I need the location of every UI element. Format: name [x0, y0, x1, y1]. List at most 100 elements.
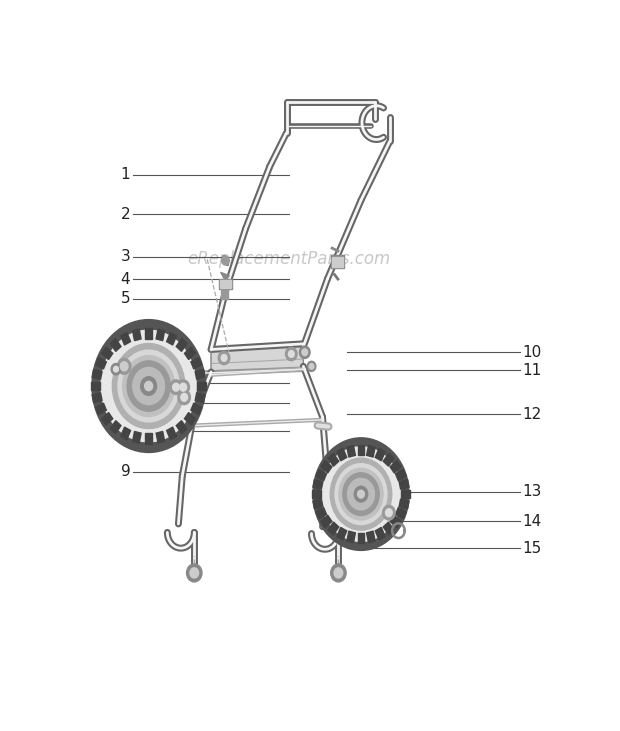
Bar [191, 403, 202, 414]
Circle shape [92, 319, 205, 452]
Text: 10: 10 [522, 345, 541, 360]
Bar [347, 531, 355, 542]
Bar [167, 427, 177, 439]
Polygon shape [221, 273, 229, 280]
Bar [133, 329, 141, 341]
Bar [91, 382, 100, 390]
Text: 15: 15 [522, 541, 541, 556]
Text: 13: 13 [522, 485, 541, 499]
Text: 2: 2 [121, 207, 130, 222]
Bar [337, 527, 347, 540]
Circle shape [117, 358, 131, 374]
Circle shape [178, 390, 190, 405]
Bar [95, 357, 107, 369]
Bar [331, 255, 343, 268]
Circle shape [218, 351, 230, 365]
Text: 12: 12 [522, 406, 541, 422]
Circle shape [330, 564, 346, 582]
Bar [313, 499, 323, 509]
Circle shape [313, 438, 409, 550]
Bar [366, 445, 375, 457]
Circle shape [112, 344, 185, 428]
Bar [195, 393, 205, 403]
Bar [145, 433, 152, 444]
Circle shape [309, 363, 314, 369]
Circle shape [181, 393, 187, 401]
Text: 14: 14 [522, 514, 541, 529]
Circle shape [286, 347, 297, 360]
Circle shape [348, 478, 374, 510]
Bar [176, 420, 187, 433]
Circle shape [302, 349, 308, 356]
Bar [328, 522, 339, 535]
Bar [219, 280, 231, 288]
Circle shape [321, 447, 401, 542]
Circle shape [358, 491, 365, 498]
Bar [102, 347, 113, 360]
Circle shape [330, 458, 392, 530]
Bar [121, 427, 131, 439]
Bar [110, 338, 121, 352]
Bar [390, 461, 401, 473]
Circle shape [307, 361, 316, 371]
Bar [316, 507, 327, 519]
Circle shape [127, 361, 170, 412]
Bar [92, 369, 102, 379]
Bar [102, 412, 113, 425]
Circle shape [190, 568, 198, 578]
Bar [195, 369, 205, 379]
Circle shape [120, 362, 128, 371]
Bar [366, 531, 375, 542]
Bar [156, 431, 165, 443]
Circle shape [123, 355, 175, 417]
Circle shape [127, 361, 170, 411]
Text: 5: 5 [121, 291, 130, 306]
Bar [313, 480, 323, 489]
Bar [332, 257, 343, 267]
Text: 9: 9 [121, 464, 130, 479]
Bar [328, 453, 339, 466]
Circle shape [141, 376, 157, 395]
Bar [156, 329, 165, 341]
Circle shape [354, 486, 368, 502]
Circle shape [343, 473, 379, 515]
Text: eReplacementParts.com: eReplacementParts.com [187, 251, 391, 268]
Bar [399, 499, 409, 509]
Bar [167, 333, 177, 345]
Bar [399, 480, 409, 489]
Bar [185, 347, 195, 360]
Bar [219, 279, 232, 289]
Circle shape [221, 355, 227, 361]
Circle shape [335, 463, 387, 525]
Bar [133, 431, 141, 443]
Bar [312, 491, 321, 498]
Bar [221, 290, 228, 300]
Bar [185, 412, 195, 425]
Bar [358, 533, 365, 543]
Bar [375, 448, 385, 461]
Circle shape [386, 509, 392, 517]
Bar [396, 507, 406, 519]
Bar [321, 461, 332, 473]
Bar [375, 527, 385, 540]
Text: 8: 8 [121, 423, 130, 439]
Circle shape [170, 380, 182, 395]
Bar [383, 522, 394, 535]
Circle shape [334, 568, 343, 578]
Circle shape [133, 368, 164, 405]
Bar [145, 328, 152, 338]
Bar [316, 469, 327, 481]
Circle shape [113, 366, 118, 372]
Circle shape [101, 330, 197, 442]
Circle shape [383, 505, 395, 520]
Circle shape [339, 469, 383, 520]
Text: 3: 3 [121, 249, 130, 264]
Bar [191, 357, 202, 369]
Text: 1: 1 [121, 167, 130, 183]
Circle shape [299, 346, 310, 358]
Bar [383, 453, 394, 466]
Circle shape [288, 351, 294, 357]
Circle shape [172, 383, 179, 391]
Bar [401, 491, 410, 498]
Bar [121, 333, 131, 345]
